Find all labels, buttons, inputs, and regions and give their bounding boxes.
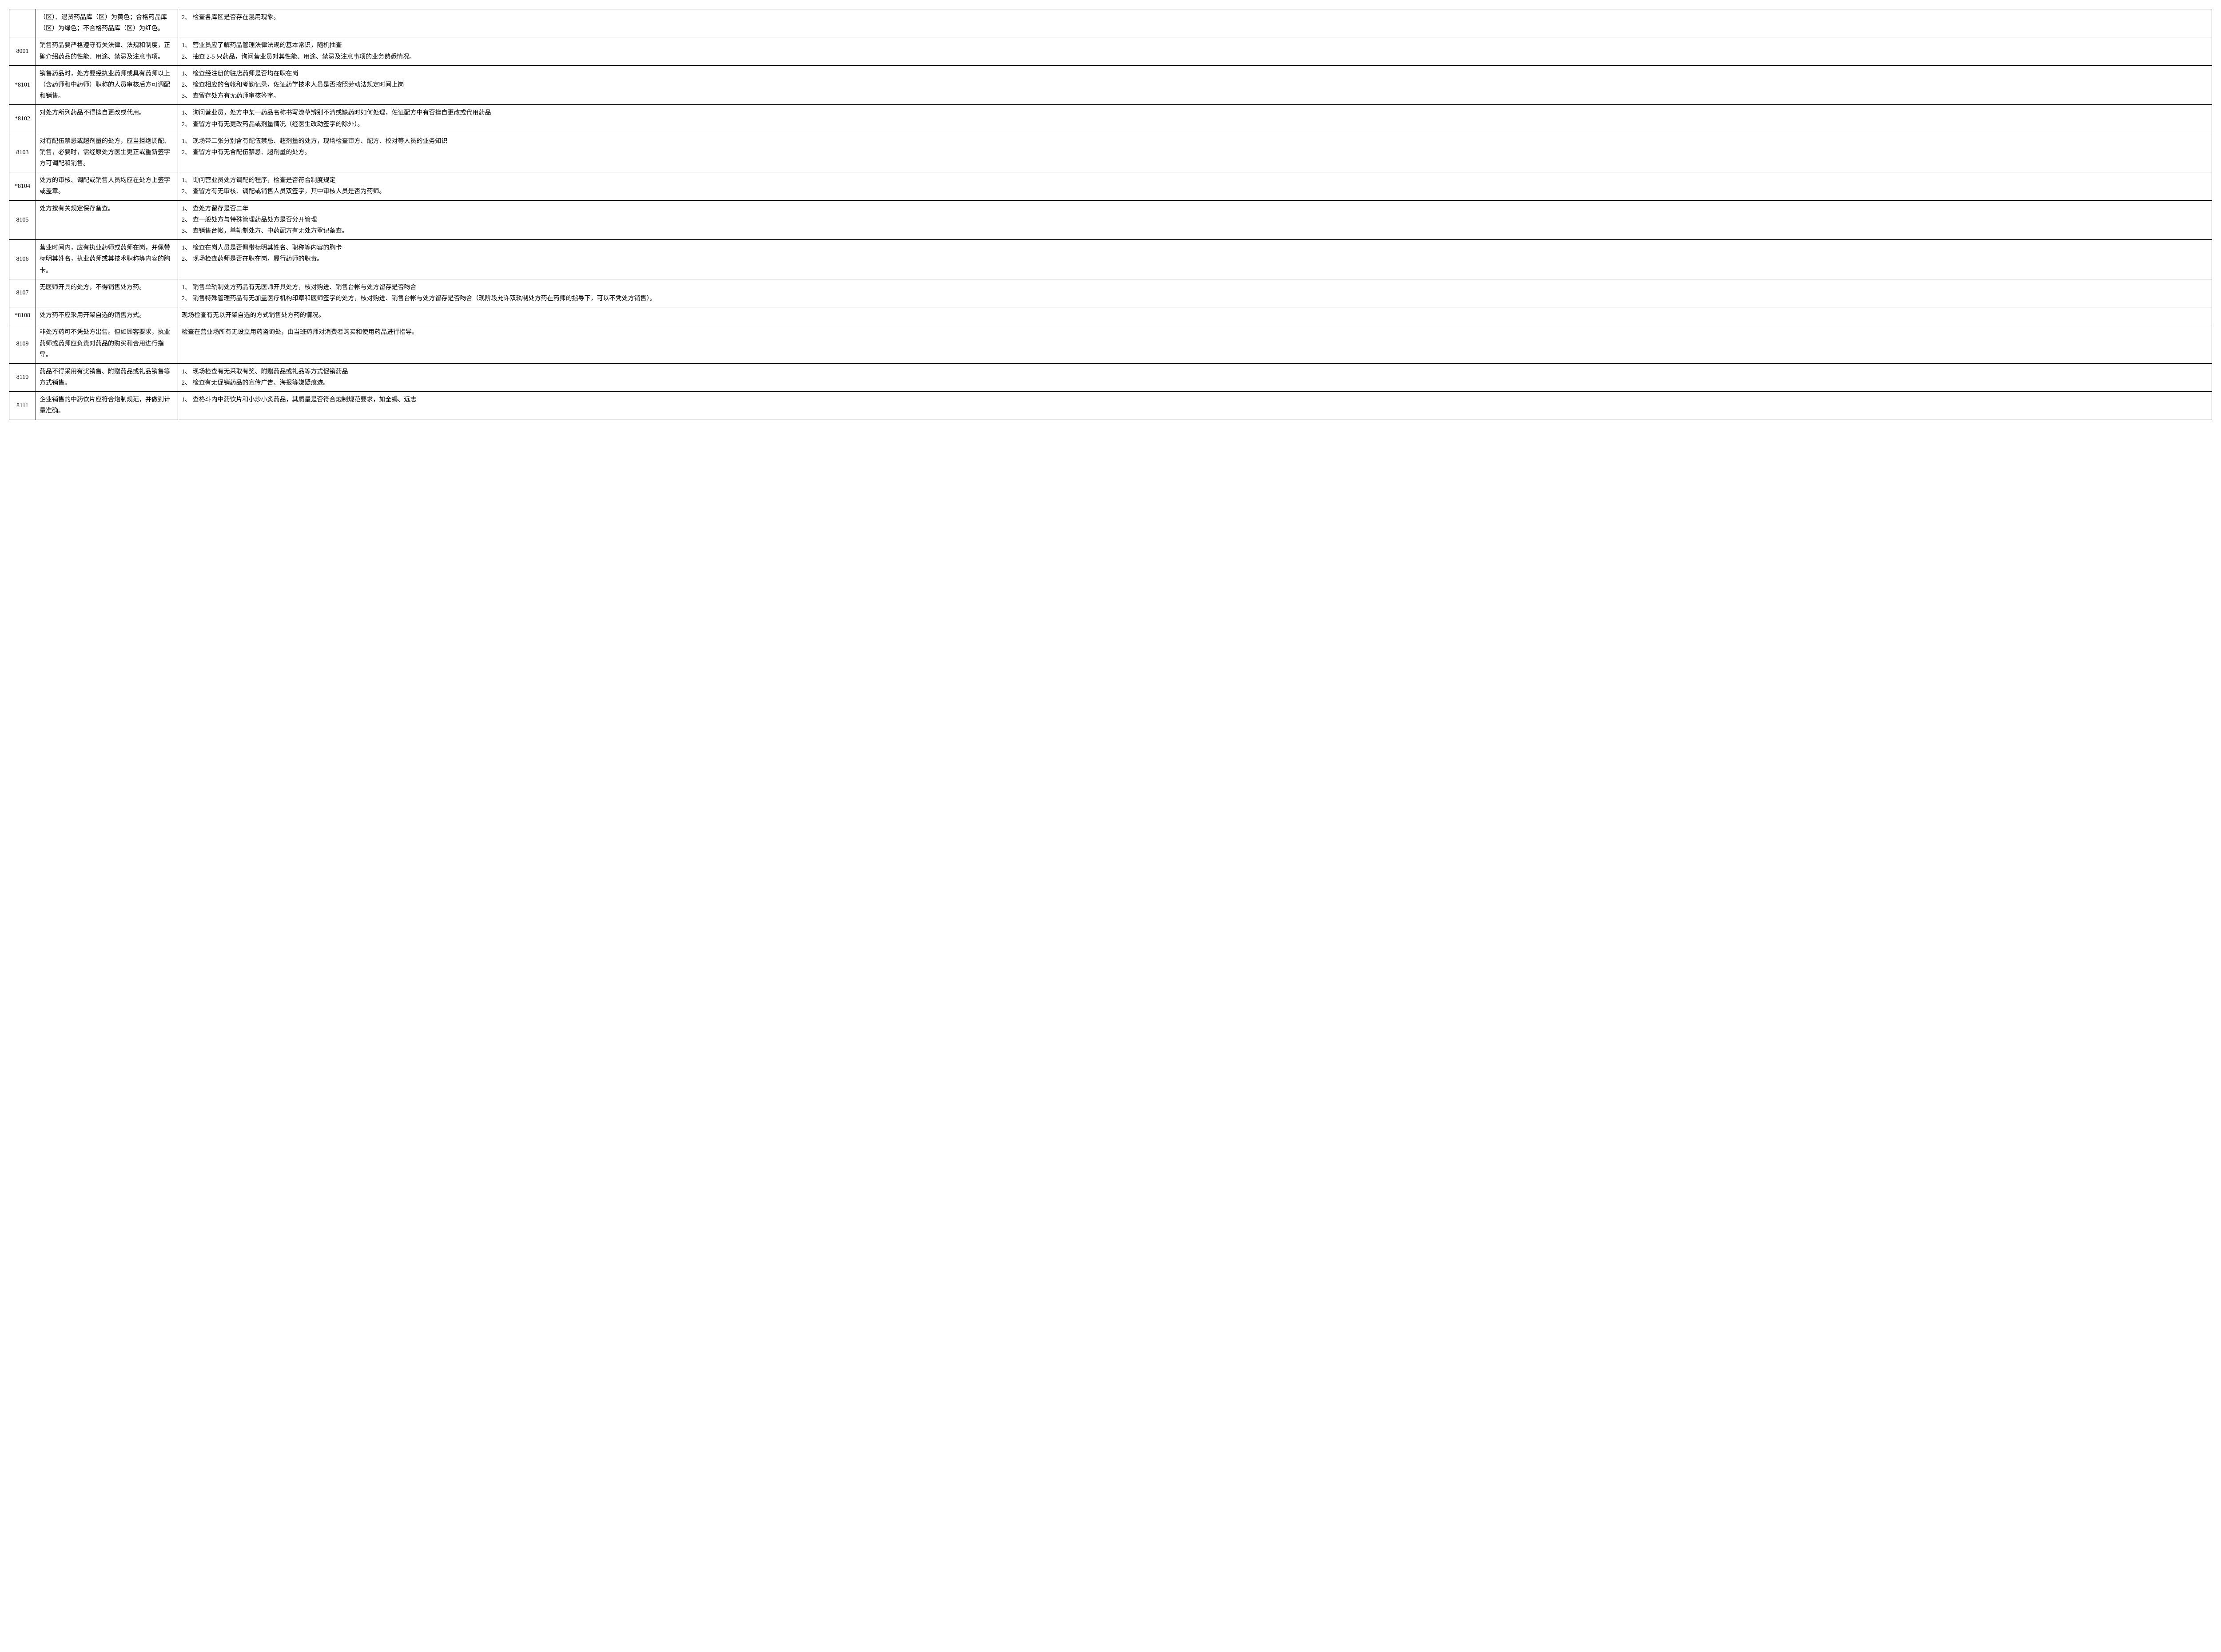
table-row: *8101销售药品时，处方要经执业药师或具有药师以上（含药师和中药师）职称的人员…	[9, 65, 2212, 105]
row-checks: 1、 查格斗内中药饮片和小炒小炙药品，其质量是否符合炮制规范要求，如全蝎、远志	[178, 392, 2212, 420]
check-item: 2、 查留方有无审核、调配或销售人员双签字，其中审核人员是否为药师。	[182, 186, 2208, 197]
inspection-table: （区）、退货药品库（区）为黄色；合格药品库（区）为绿色；不合格药品库（区）为红色…	[9, 9, 2212, 420]
check-item: 2、 检查有无促销药品的宣传广告、海报等嫌疑痕迹。	[182, 377, 2208, 389]
row-code: 8107	[9, 279, 36, 307]
row-code: *8102	[9, 105, 36, 133]
row-checks: 1、 询问营业员处方调配的程序，检查是否符合制度规定2、 查留方有无审核、调配或…	[178, 172, 2212, 200]
check-item: 1、 现场带二张分别含有配伍禁忌、超剂量的处方，现场检查审方、配方、校对等人员的…	[182, 136, 2208, 147]
table-row: *8108处方药不应采用开架自选的销售方式。现场检查有无以开架自选的方式销售处方…	[9, 307, 2212, 324]
check-item: 2、 查留方中有无更改药品或剂量情况（经医生改动签字的除外）。	[182, 119, 2208, 130]
row-checks: 1、 销售单轨制处方药品有无医师开具处方，核对购进、销售台帐与处方留存是否吻合2…	[178, 279, 2212, 307]
check-item: 1、 营业员应了解药品管理法律法规的基本常识，随机抽查	[182, 40, 2208, 51]
check-item: 2、 查留方中有无含配伍禁忌、超剂量的处方。	[182, 147, 2208, 158]
check-item: 3、 查留存处方有无药师审核签字。	[182, 91, 2208, 102]
table-row: 8107无医师开具的处方，不得销售处方药。1、 销售单轨制处方药品有无医师开具处…	[9, 279, 2212, 307]
table-row: 8111企业销售的中药饮片应符合炮制规范，并做到计量准确。 1、 查格斗内中药饮片…	[9, 392, 2212, 420]
check-item: 2、 检查相应的台帐和考勤记录，佐证药学技术人员是否按照劳动法规定时间上岗	[182, 79, 2208, 91]
check-item: 1、 销售单轨制处方药品有无医师开具处方，核对购进、销售台帐与处方留存是否吻合	[182, 282, 2208, 293]
check-item: 1、 询问营业员，处方中某一药品名称书写潦草辨别不清或缺药时如何处理，佐证配方中…	[182, 107, 2208, 119]
row-code: 8111	[9, 392, 36, 420]
row-description: 处方的审核、调配或销售人员均应在处方上签字或盖章。	[36, 172, 178, 200]
row-checks: 检查在营业场所有无设立用药咨询处，由当班药师对消费者购买和使用药品进行指导。	[178, 324, 2212, 364]
row-description: 营业时间内，应有执业药师或药师在岗，并佩带标明其姓名，执业药师或其技术职称等内容…	[36, 240, 178, 279]
row-checks: 1、 营业员应了解药品管理法律法规的基本常识，随机抽查2、 抽查 2-5 只药品…	[178, 37, 2212, 65]
check-item: 1、 现场检查有无采取有奖、附赠药品或礼品等方式促销药品	[182, 366, 2208, 377]
row-description: 非处方药可不凭处方出售。但如顾客要求，执业药师或药师应负责对药品的购买和合用进行…	[36, 324, 178, 364]
table-row: 8105处方按有关规定保存备查。1、 查处方留存是否二年2、 查一般处方与特殊管…	[9, 200, 2212, 240]
table-row: （区）、退货药品库（区）为黄色；合格药品库（区）为绿色；不合格药品库（区）为红色…	[9, 9, 2212, 37]
table-row: 8109非处方药可不凭处方出售。但如顾客要求，执业药师或药师应负责对药品的购买和…	[9, 324, 2212, 364]
row-description: 企业销售的中药饮片应符合炮制规范，并做到计量准确。	[36, 392, 178, 420]
check-item: 1、 询问营业员处方调配的程序，检查是否符合制度规定	[182, 175, 2208, 186]
check-item: 现场检查有无以开架自选的方式销售处方药的情况。	[182, 310, 2208, 321]
check-item: 2、 抽查 2-5 只药品，询问营业员对其性能、用途、禁忌及注意事项的业务熟悉情…	[182, 52, 2208, 63]
row-code: 8109	[9, 324, 36, 364]
row-description: 无医师开具的处方，不得销售处方药。	[36, 279, 178, 307]
table-row: 8110药品不得采用有奖销售、附赠药品或礼品销售等方式销售。1、 现场检查有无采…	[9, 363, 2212, 391]
row-checks: 1、 现场带二张分别含有配伍禁忌、超剂量的处方，现场检查审方、配方、校对等人员的…	[178, 133, 2212, 172]
row-code: 8105	[9, 200, 36, 240]
row-description: 处方药不应采用开架自选的销售方式。	[36, 307, 178, 324]
row-checks: 1、 现场检查有无采取有奖、附赠药品或礼品等方式促销药品2、 检查有无促销药品的…	[178, 363, 2212, 391]
row-code: 8110	[9, 363, 36, 391]
table-row: 8001销售药品要严格遵守有关法律、法规和制度，正确介绍药品的性能、用途、禁忌及…	[9, 37, 2212, 65]
check-item: 2、 销售特殊管理药品有无加盖医疗机构印章和医师签字的处方，核对购进、销售台帐与…	[182, 293, 2208, 304]
row-description: 销售药品要严格遵守有关法律、法规和制度，正确介绍药品的性能、用途、禁忌及注意事项…	[36, 37, 178, 65]
check-item: 2、 现场检查药师是否在职在岗，履行药师的职责。	[182, 254, 2208, 265]
row-checks: 1、 询问营业员，处方中某一药品名称书写潦草辨别不清或缺药时如何处理，佐证配方中…	[178, 105, 2212, 133]
check-item: 1、 检查在岗人员是否佩带标明其姓名、职称等内容的胸卡	[182, 242, 2208, 254]
check-item: 1、 查处方留存是否二年	[182, 203, 2208, 214]
check-item: 3、 查销售台帐，单轨制处方、中药配方有无处方登记备查。	[182, 226, 2208, 237]
row-code: *8104	[9, 172, 36, 200]
row-code: 8106	[9, 240, 36, 279]
check-item: 检查在营业场所有无设立用药咨询处，由当班药师对消费者购买和使用药品进行指导。	[182, 327, 2208, 338]
row-code: *8101	[9, 65, 36, 105]
row-code: 8001	[9, 37, 36, 65]
check-item: 2、 检查各库区是否存在混用现象。	[182, 12, 2208, 23]
row-description: （区）、退货药品库（区）为黄色；合格药品库（区）为绿色；不合格药品库（区）为红色…	[36, 9, 178, 37]
row-checks: 2、 检查各库区是否存在混用现象。	[178, 9, 2212, 37]
table-row: *8102对处方所列药品不得擅自更改或代用。 1、 询问营业员，处方中某一药品名称…	[9, 105, 2212, 133]
row-description: 对处方所列药品不得擅自更改或代用。	[36, 105, 178, 133]
table-row: *8104处方的审核、调配或销售人员均应在处方上签字或盖章。1、 询问营业员处方…	[9, 172, 2212, 200]
row-checks: 1、 检查经注册的驻店药师是否均在职在岗2、 检查相应的台帐和考勤记录，佐证药学…	[178, 65, 2212, 105]
row-description: 药品不得采用有奖销售、附赠药品或礼品销售等方式销售。	[36, 363, 178, 391]
check-item: 1、 检查经注册的驻店药师是否均在职在岗	[182, 68, 2208, 79]
row-description: 销售药品时，处方要经执业药师或具有药师以上（含药师和中药师）职称的人员审核后方可…	[36, 65, 178, 105]
table-row: 8106营业时间内，应有执业药师或药师在岗，并佩带标明其姓名，执业药师或其技术职…	[9, 240, 2212, 279]
table-row: 8103对有配伍禁忌或超剂量的处方，应当拒绝调配、销售，必要时，需经原处方医生更…	[9, 133, 2212, 172]
row-checks: 1、 查处方留存是否二年2、 查一般处方与特殊管理药品处方是否分开管理3、 查销…	[178, 200, 2212, 240]
row-checks: 现场检查有无以开架自选的方式销售处方药的情况。	[178, 307, 2212, 324]
row-description: 处方按有关规定保存备查。	[36, 200, 178, 240]
row-code: 8103	[9, 133, 36, 172]
row-checks: 1、 检查在岗人员是否佩带标明其姓名、职称等内容的胸卡2、 现场检查药师是否在职…	[178, 240, 2212, 279]
check-item: 1、 查格斗内中药饮片和小炒小炙药品，其质量是否符合炮制规范要求，如全蝎、远志	[182, 394, 2208, 405]
check-item: 2、 查一般处方与特殊管理药品处方是否分开管理	[182, 214, 2208, 226]
row-description: 对有配伍禁忌或超剂量的处方，应当拒绝调配、销售，必要时，需经原处方医生更正或重新…	[36, 133, 178, 172]
row-code	[9, 9, 36, 37]
row-code: *8108	[9, 307, 36, 324]
